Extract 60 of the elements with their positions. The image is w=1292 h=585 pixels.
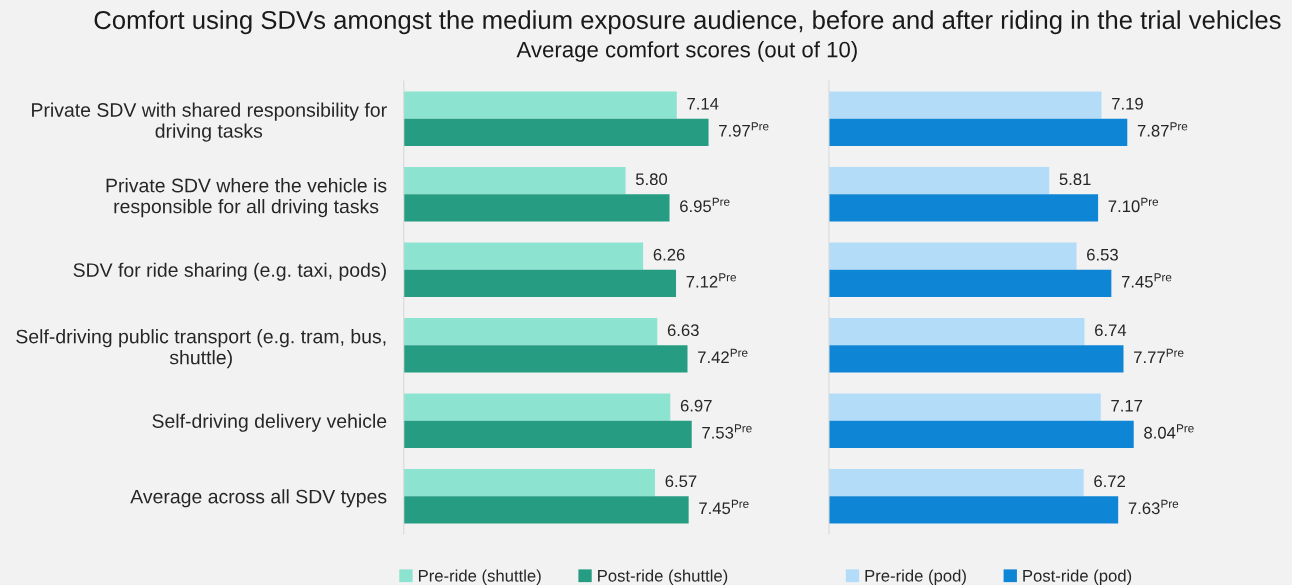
y-tick-label: Private SDV with shared responsibility for driving tasks bbox=[32, 102, 387, 142]
data-label: 7.77$^{Pre}$ bbox=[1134, 348, 1184, 363]
legend-label: Pre-ride (pod) bbox=[865, 569, 966, 585]
bar bbox=[403, 420, 692, 448]
data-label: 7.45$^{Pre}$ bbox=[699, 499, 749, 515]
legend-label: Post-ride (pod) bbox=[1023, 569, 1132, 585]
bar bbox=[828, 242, 1077, 270]
data-label: 6.74 bbox=[1095, 324, 1127, 337]
data-label: 6.57 bbox=[665, 475, 697, 488]
bar bbox=[403, 194, 670, 222]
y-tick-label: Private SDV where the vehicle is responsible for all driving tasks bbox=[106, 178, 387, 218]
bar bbox=[403, 118, 709, 146]
data-label: 7.19 bbox=[1112, 97, 1143, 110]
bar bbox=[403, 269, 677, 297]
data-label: 7.17 bbox=[1111, 399, 1143, 412]
bar bbox=[828, 167, 1050, 195]
bar bbox=[828, 469, 1084, 497]
bar bbox=[403, 496, 689, 524]
bar bbox=[828, 496, 1119, 524]
y-tick-label: Self-driving delivery vehicle bbox=[152, 413, 387, 432]
data-label: 7.14 bbox=[687, 97, 719, 110]
data-label: 6.97 bbox=[680, 399, 712, 412]
bar bbox=[403, 469, 655, 497]
bar bbox=[828, 91, 1102, 119]
data-label: 6.72 bbox=[1094, 475, 1126, 488]
bar bbox=[403, 167, 626, 195]
bar bbox=[403, 242, 644, 270]
chart-subtitle: Average comfort scores (out of 10) bbox=[516, 41, 857, 62]
bar bbox=[828, 345, 1124, 373]
bar bbox=[403, 393, 671, 421]
data-label: 7.87$^{Pre}$ bbox=[1137, 122, 1188, 137]
data-label: 6.63 bbox=[667, 324, 699, 337]
data-label: 8.04$^{Pre}$ bbox=[1144, 424, 1194, 439]
data-label: 5.81 bbox=[1059, 173, 1091, 186]
bar bbox=[828, 420, 1134, 448]
bar bbox=[403, 318, 658, 346]
bar bbox=[828, 269, 1112, 297]
y-tick-label: Self-driving public transport (e.g. tram, bus, shuttle) bbox=[16, 329, 386, 369]
data-label: 7.63$^{Pre}$ bbox=[1128, 499, 1179, 515]
data-label: 6.26 bbox=[653, 248, 685, 261]
data-label: 7.45$^{Pre}$ bbox=[1121, 273, 1172, 288]
bar bbox=[828, 194, 1099, 222]
legend-label: Pre-ride (shuttle) bbox=[418, 569, 541, 585]
data-label: 6.53 bbox=[1087, 248, 1118, 261]
bar bbox=[828, 318, 1085, 346]
data-label: 7.10$^{Pre}$ bbox=[1108, 197, 1159, 213]
bar bbox=[403, 91, 677, 119]
y-tick-label: SDV for ride sharing (e.g. taxi, pods) bbox=[73, 262, 386, 281]
data-label: 6.95$^{Pre}$ bbox=[680, 197, 730, 213]
data-label: 7.42$^{Pre}$ bbox=[698, 348, 748, 363]
bar bbox=[828, 118, 1128, 146]
data-label: 7.12$^{Pre}$ bbox=[686, 273, 736, 288]
chart-title: Comfort using SDVs amongst the medium exposure audience, before and after riding in the trial vehicles bbox=[94, 10, 1281, 35]
data-label: 7.53$^{Pre}$ bbox=[702, 424, 752, 439]
data-label: 7.97$^{Pre}$ bbox=[719, 122, 769, 137]
data-label: 5.80 bbox=[635, 173, 668, 186]
y-tick-label: Average across all SDV types bbox=[130, 489, 387, 508]
bar bbox=[828, 393, 1101, 421]
legend-label: Post-ride (shuttle) bbox=[598, 569, 728, 585]
bar bbox=[403, 345, 688, 373]
